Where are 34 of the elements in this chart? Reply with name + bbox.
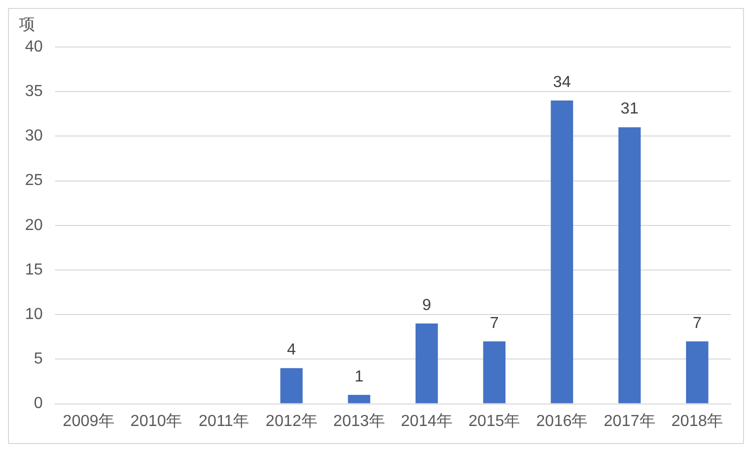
y-tick-label: 35 [25, 83, 43, 100]
y-tick-label: 15 [25, 261, 43, 278]
x-tick-label: 2011年 [198, 412, 250, 430]
y-tick-label: 25 [25, 172, 43, 190]
x-tick-label: 2017年 [604, 412, 656, 430]
data-label: 7 [490, 314, 499, 332]
x-tick-label: 2016年 [536, 412, 588, 430]
x-tick-label: 2014年 [400, 412, 453, 430]
bar [348, 394, 370, 404]
data-label: 4 [287, 342, 296, 359]
bar [618, 127, 641, 404]
x-tick-label: 2013年 [333, 412, 385, 430]
x-tick-label: 2015年 [468, 412, 520, 430]
y-tick-label: 10 [25, 306, 43, 324]
y-tick-label: 5 [34, 350, 43, 368]
data-label: 34 [553, 74, 571, 91]
x-tick-label: 2009年 [62, 412, 114, 430]
bar [550, 100, 574, 404]
data-label: 7 [692, 314, 702, 332]
y-axis-title: 项 [19, 16, 35, 34]
y-tick-label: 20 [25, 216, 43, 234]
bar [280, 368, 303, 404]
y-tick-label: 40 [25, 38, 43, 56]
data-label: 9 [422, 296, 432, 314]
x-tick-label: 2018年 [671, 412, 723, 430]
bar [416, 324, 438, 404]
bar [686, 341, 708, 404]
data-label: 31 [620, 100, 639, 118]
data-label: 1 [354, 368, 364, 386]
y-tick-label: 30 [25, 128, 43, 145]
bar [483, 341, 506, 404]
x-tick-label: 2010年 [130, 412, 182, 430]
x-tick-label: 2012年 [266, 412, 318, 430]
y-tick-label: 0 [34, 395, 43, 412]
